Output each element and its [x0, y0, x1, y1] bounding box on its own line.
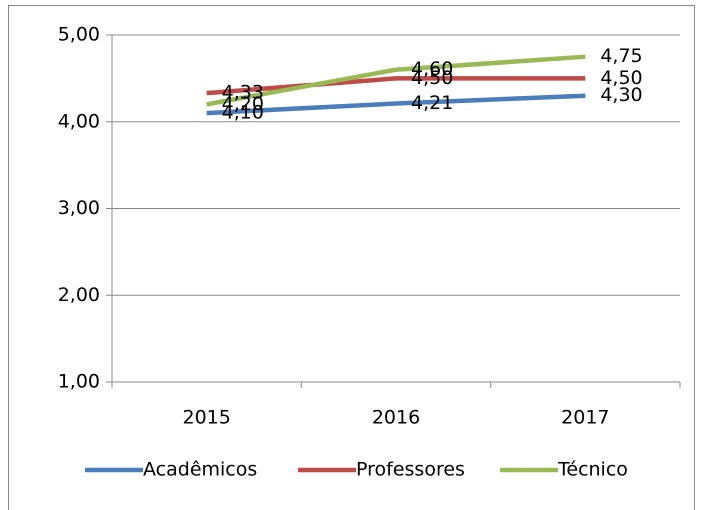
data-label: 4,30 [600, 84, 642, 106]
x-tick-label: 2016 [372, 407, 420, 429]
legend-label: Professores [356, 459, 465, 481]
y-tick-label: 1,00 [58, 371, 100, 393]
data-label: 4,50 [411, 67, 453, 89]
y-tick-label: 4,00 [58, 110, 100, 132]
legend-label: Técnico [557, 459, 628, 481]
data-label: 4,21 [411, 92, 453, 114]
x-tick-label: 2017 [561, 407, 609, 429]
data-label: 4,33 [222, 82, 264, 104]
y-tick-label: 3,00 [58, 197, 100, 219]
data-label: 4,50 [600, 67, 642, 89]
series-line [206, 93, 586, 116]
data-label: 4,10 [222, 102, 264, 124]
data-label: 4,75 [600, 45, 642, 67]
y-tick-label: 2,00 [58, 284, 100, 306]
legend-label: Acadêmicos [143, 459, 257, 481]
y-tick-label: 5,00 [58, 24, 100, 46]
series-line [206, 76, 586, 96]
x-tick-label: 2015 [182, 407, 230, 429]
chart-border [8, 5, 695, 510]
data-label: 4,60 [411, 58, 453, 80]
series-line [206, 54, 586, 107]
data-label: 4,20 [222, 93, 264, 115]
